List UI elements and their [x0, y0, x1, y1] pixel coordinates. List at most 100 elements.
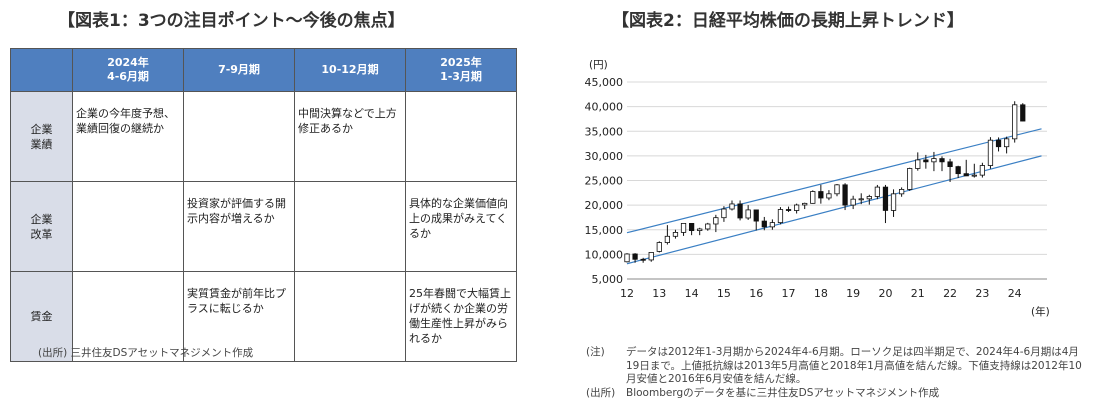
candle-body	[1012, 104, 1018, 140]
note-row: (注) データは2012年1-3月期から2024年4-6月期。ローソク足は四半期…	[586, 346, 1091, 387]
candle	[729, 200, 735, 211]
candle-body	[826, 193, 832, 199]
candle	[898, 187, 905, 197]
column-header: 10-12月期	[294, 48, 406, 92]
column-header: 2024年 4-6月期	[72, 48, 184, 92]
candle	[761, 216, 767, 231]
x-tick-label: 13	[652, 287, 666, 300]
figure2-title: 【図表2：日経平均株価の長期上昇トレンド】	[612, 11, 964, 31]
table-cell: 中間決算などで上方修正あるか	[294, 91, 406, 182]
chart-trendlines	[626, 128, 1042, 265]
y-tick-label: 30,000	[585, 150, 624, 163]
candle-body	[898, 189, 905, 195]
row-header: 企業 改革	[10, 181, 73, 272]
candle	[826, 190, 832, 201]
y-tick-label: 5,000	[592, 273, 624, 286]
candle-body	[1020, 104, 1026, 122]
candle-body	[664, 235, 671, 243]
focus-points-table: 2024年 4-6月期 7-9月期 10-12月期 2025年 1-3月期 企業…	[10, 48, 517, 362]
candle-body	[777, 209, 784, 224]
candle	[907, 167, 913, 191]
candle	[802, 202, 808, 210]
candle	[882, 184, 889, 224]
candle-body	[632, 253, 638, 260]
y-tick-label: 35,000	[585, 125, 624, 138]
x-tick-label: 15	[717, 287, 731, 300]
row-header: 企業 業績	[10, 91, 73, 182]
x-tick-label: 24	[1008, 287, 1022, 300]
candle-body	[915, 159, 921, 169]
x-tick-label: 19	[846, 287, 860, 300]
source-label: (出所)	[586, 386, 616, 399]
candle	[842, 183, 848, 211]
candle-body	[874, 186, 881, 197]
candle-body	[907, 168, 913, 190]
x-tick-label: 16	[749, 287, 763, 300]
candle	[931, 151, 937, 172]
candle	[713, 214, 719, 233]
candle-body	[979, 165, 986, 176]
candle-body	[769, 222, 776, 228]
y-axis-unit: (円)	[589, 59, 608, 71]
chart-axes: 5,000 10,000 15,000 20,000 25,000 30,000 35,00…	[585, 59, 1050, 318]
x-tick-label: 21	[911, 287, 925, 300]
table-header-row: 2024年 4-6月期 7-9月期 10-12月期 2025年 1-3月期	[10, 48, 517, 92]
candle-body	[955, 166, 961, 175]
candle	[866, 194, 872, 205]
candle	[697, 227, 703, 236]
candle	[834, 183, 840, 197]
row-header: 賃金	[10, 271, 73, 362]
source-row: (出所) Bloombergのデータを基に三井住友DSアセットマネジメント作成	[586, 387, 1091, 401]
candle	[915, 152, 921, 171]
candle	[737, 200, 743, 221]
candle	[1012, 101, 1018, 143]
candle-body	[745, 209, 751, 219]
x-tick-label: 23	[975, 287, 989, 300]
x-tick-label: 12	[620, 287, 634, 300]
table-row: 賃金 実質賃金が前年比プラスに転じるか 25年春闘で大幅賃上げが続くか企業の労働…	[10, 271, 517, 362]
y-tick-label: 20,000	[585, 199, 624, 212]
candle	[971, 163, 977, 178]
candle	[874, 184, 881, 200]
candle	[810, 190, 816, 204]
candle	[858, 193, 864, 205]
x-tick-label: 20	[878, 287, 892, 300]
candle	[777, 207, 784, 225]
candle-body	[680, 222, 687, 233]
candle-body	[810, 191, 816, 204]
column-header-label: 7-9月期	[218, 63, 260, 76]
candle-body	[818, 191, 824, 199]
candle-body	[939, 158, 945, 163]
table-cell	[183, 91, 295, 182]
candle-body	[971, 174, 977, 177]
table-cell	[405, 91, 517, 182]
candle-body	[688, 222, 695, 231]
x-axis-unit: (年)	[1031, 305, 1050, 318]
candle-body	[842, 184, 848, 206]
table-row: 企業 改革 投資家が評価する開示内容が増えるか 具体的な企業価値向上の成果がみえ…	[10, 181, 517, 272]
table-corner-cell	[10, 48, 73, 92]
row-header-label: 企業 改革	[30, 212, 53, 241]
x-tick-label: 18	[814, 287, 828, 300]
y-tick-label: 40,000	[585, 101, 624, 114]
x-tick-label: 14	[685, 287, 699, 300]
trendline	[626, 128, 1042, 234]
candle-body	[834, 184, 840, 195]
x-tick-label: 22	[943, 287, 957, 300]
candle	[947, 158, 953, 182]
candle	[963, 159, 969, 177]
y-tick-label: 10,000	[585, 248, 624, 261]
candle-body	[793, 204, 800, 211]
candle	[753, 209, 759, 231]
candle-body	[761, 220, 767, 228]
candle	[939, 156, 945, 172]
candle	[664, 225, 671, 245]
candle	[688, 222, 695, 236]
column-header-label: 10-12月期	[321, 63, 379, 76]
candle	[640, 257, 646, 263]
candle	[656, 241, 662, 253]
candle-body	[995, 139, 1002, 148]
candle	[793, 203, 800, 214]
column-header: 2025年 1-3月期	[405, 48, 517, 92]
source-text: Bloombergのデータを基に三井住友DSアセットマネジメント作成	[626, 386, 940, 399]
